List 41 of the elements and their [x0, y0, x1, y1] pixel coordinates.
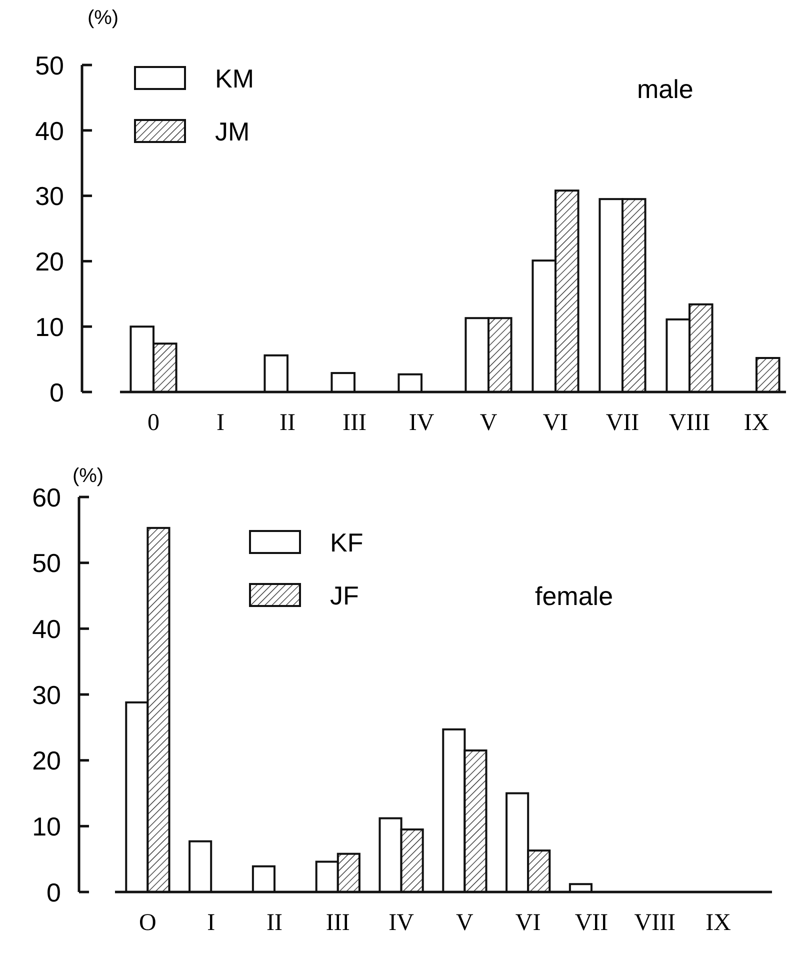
y-tick-label: 20	[35, 246, 64, 277]
legend-label: KM	[215, 63, 254, 94]
y-tick-label: 40	[32, 614, 61, 644]
y-tick-label: 60	[32, 482, 61, 512]
x-tick-label: V	[456, 910, 474, 936]
y-tick-label: 30	[35, 181, 64, 212]
legend-label: KF	[330, 527, 364, 558]
x-tick-label: VI	[515, 910, 541, 936]
y-tick-label: 50	[35, 50, 64, 80]
y-axis-title: (%)	[87, 7, 119, 29]
annotation: female	[535, 581, 614, 611]
x-tick-label: V	[480, 410, 498, 436]
x-tick-label: I	[216, 410, 224, 436]
x-tick-label: VIII	[634, 910, 676, 936]
x-tick-label: III	[342, 410, 366, 436]
x-tick-label: IV	[408, 410, 435, 436]
y-tick-label: 30	[32, 680, 61, 710]
y-tick-label: 20	[32, 746, 61, 776]
x-tick-label: IX	[706, 910, 731, 936]
x-tick-label: O	[139, 910, 156, 936]
x-tick-label: VII	[606, 410, 640, 436]
legend-label: JM	[215, 116, 250, 146]
y-tick-label: 0	[46, 877, 61, 908]
annotation: male	[637, 74, 694, 104]
x-tick-label: VII	[574, 910, 608, 936]
x-tick-label: IX	[744, 410, 770, 436]
y-tick-label: 0	[50, 377, 64, 408]
y-tick-label: 10	[35, 312, 64, 342]
x-tick-label: II	[280, 410, 296, 436]
y-tick-label: 10	[32, 812, 61, 842]
x-tick-label: III	[326, 910, 350, 936]
x-tick-label: IV	[388, 910, 415, 936]
y-tick-label: 40	[35, 116, 64, 146]
x-tick-label: 0	[148, 410, 160, 436]
x-tick-label: I	[207, 910, 216, 936]
x-tick-label: VIII	[668, 410, 710, 436]
x-tick-label: II	[266, 910, 282, 936]
legend-label: JF	[330, 580, 359, 610]
y-axis-title: (%)	[72, 465, 104, 487]
x-tick-label: VI	[542, 410, 568, 436]
y-tick-label: 50	[32, 548, 61, 578]
